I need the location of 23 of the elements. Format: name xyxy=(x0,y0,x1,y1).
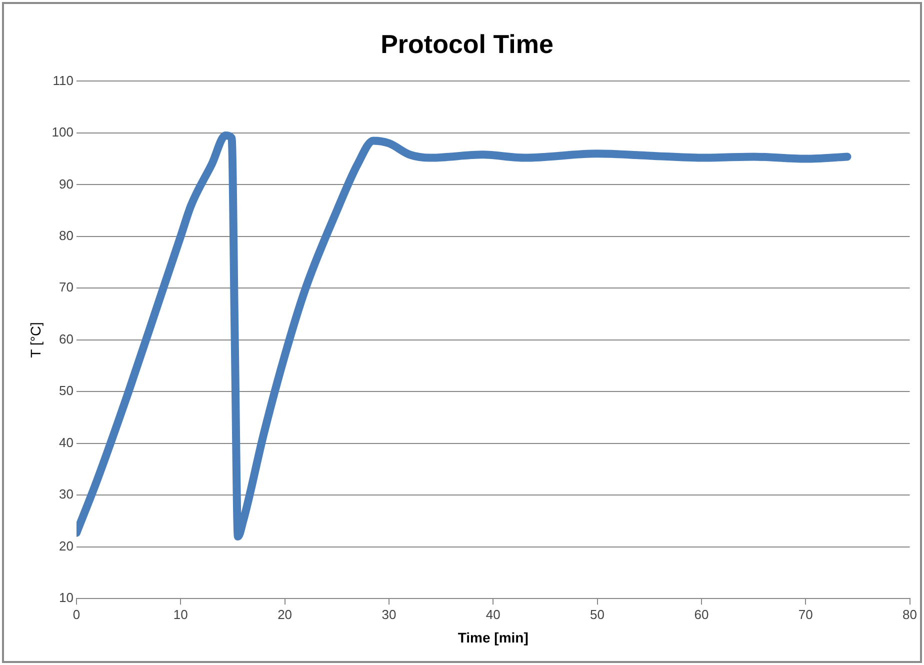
y-tick-label: 110 xyxy=(52,72,74,88)
x-tick-label: 50 xyxy=(590,606,605,622)
y-tick-label: 30 xyxy=(59,486,74,502)
y-tick-label: 60 xyxy=(59,331,74,346)
x-tick-label: 70 xyxy=(798,606,813,622)
x-tick-label: 10 xyxy=(173,606,188,622)
y-tick-label: 70 xyxy=(59,280,74,295)
y-tick-label: 100 xyxy=(52,124,74,140)
x-tick-label: 20 xyxy=(278,606,292,622)
y-tick-label: 80 xyxy=(59,228,74,243)
chart-title: Protocol Time xyxy=(380,28,554,59)
y-tick-label: 20 xyxy=(59,538,74,554)
x-tick-label: 80 xyxy=(902,606,918,622)
x-axis-title: Time [min] xyxy=(458,629,528,646)
y-tick-label: 10 xyxy=(59,590,74,606)
y-tick-label: 40 xyxy=(59,434,74,450)
x-tick-label: 60 xyxy=(694,606,709,622)
y-tick-label: 50 xyxy=(59,383,74,398)
y-axis-title: T [°C] xyxy=(27,322,44,358)
y-tick-label: 90 xyxy=(59,176,74,192)
x-tick-label: 0 xyxy=(72,606,80,622)
x-tick-label: 40 xyxy=(486,606,500,622)
x-tick-label: 30 xyxy=(382,606,396,622)
